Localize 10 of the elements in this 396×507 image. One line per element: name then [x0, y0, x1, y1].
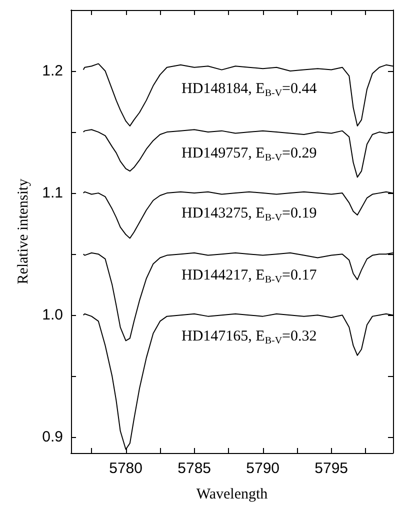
x-tick-label: 5795 [314, 460, 348, 477]
x-tick-label: 5780 [109, 460, 142, 477]
x-axis-title: Wavelength [196, 486, 268, 502]
y-tick-label: 0.9 [42, 428, 63, 446]
x-tick-label: 5790 [246, 460, 280, 477]
x-tick-label: 5785 [178, 460, 212, 477]
y-tick-label: 1.2 [42, 62, 63, 80]
y-tick-label: 1.1 [42, 184, 63, 202]
y-tick-label: 1.0 [42, 306, 63, 324]
y-axis-title: Relative intensity [16, 178, 32, 284]
